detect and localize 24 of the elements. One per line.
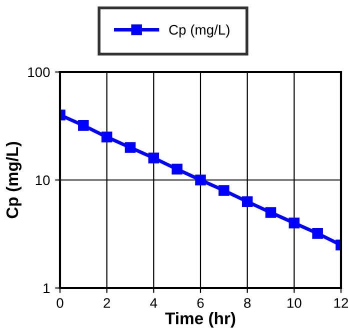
point — [218, 185, 230, 196]
point — [172, 164, 182, 175]
y-tick-label: 1 — [44, 283, 50, 294]
y-axis-title: Cp (mg/L) — [6, 142, 22, 218]
point — [242, 196, 253, 208]
x-tick-label: 2 — [104, 298, 110, 308]
point — [288, 218, 300, 228]
x-tick-label: 10 — [288, 298, 302, 308]
x-tick-label: 0 — [56, 298, 64, 308]
y-tick-label: 10 — [36, 175, 50, 186]
y-tick-label: 100 — [28, 67, 50, 78]
point — [265, 207, 276, 218]
point — [148, 152, 160, 164]
point — [195, 174, 206, 186]
x-axis-title: Time (hr) — [165, 312, 236, 328]
point — [101, 132, 112, 142]
point — [124, 142, 136, 153]
x-tick-label: 4 — [150, 298, 158, 308]
point — [78, 120, 89, 131]
x-tick-label: 12 — [334, 298, 348, 308]
x-tick-label: 8 — [244, 298, 251, 308]
x-tick-label: 6 — [197, 298, 204, 308]
point — [312, 228, 323, 239]
legend-label: Cp (mg/L) — [169, 24, 230, 38]
